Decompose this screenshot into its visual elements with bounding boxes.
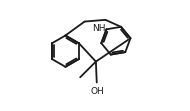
Text: NH: NH (92, 24, 106, 33)
Text: OH: OH (91, 87, 104, 96)
